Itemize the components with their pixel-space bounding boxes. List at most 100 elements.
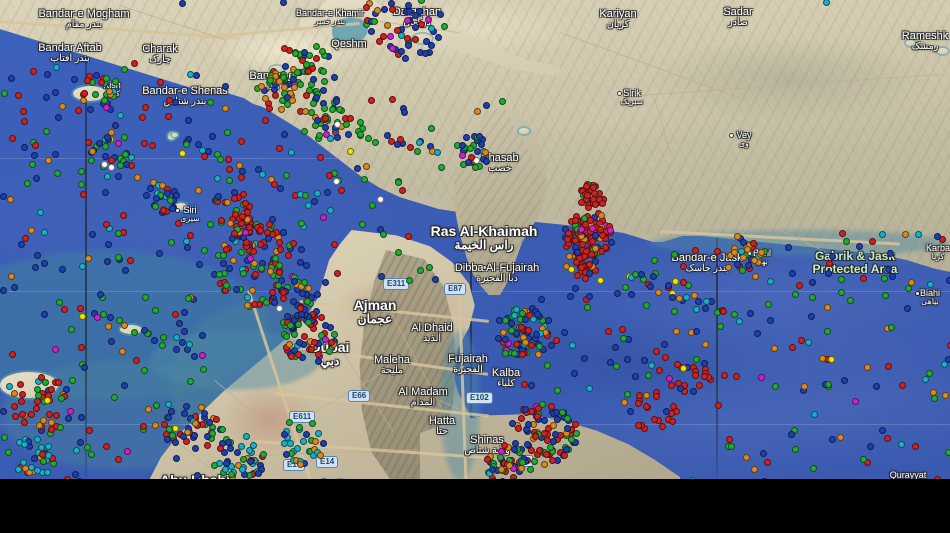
vessel-marker[interactable] [912,443,920,451]
vessel-marker[interactable] [425,263,433,271]
vessel-marker[interactable] [887,250,895,258]
vessel-marker[interactable] [298,289,306,297]
vessel-marker[interactable] [246,254,254,262]
vessel-marker[interactable] [27,226,35,234]
vessel-marker[interactable] [249,247,257,255]
vessel-marker[interactable] [591,244,599,252]
vessel-marker[interactable] [18,398,26,406]
vessel-marker[interactable] [560,328,568,336]
vessel-marker[interactable] [581,220,589,228]
vessel-marker[interactable] [428,25,436,33]
vessel-marker[interactable] [746,310,754,318]
vessel-marker[interactable] [651,257,659,265]
vessel-marker[interactable] [19,458,27,466]
vessel-marker[interactable] [547,341,555,349]
vessel-marker[interactable] [371,18,379,26]
vessel-marker[interactable] [279,289,287,297]
vessel-marker[interactable] [321,321,329,329]
vessel-marker[interactable] [635,391,643,399]
vessel-marker[interactable] [31,455,38,463]
vessel-marker[interactable] [398,47,405,55]
vessel-marker[interactable] [440,22,448,30]
vessel-marker[interactable] [822,0,830,7]
vessel-marker[interactable] [588,251,596,259]
vessel-marker[interactable] [237,138,245,146]
vessel-marker[interactable] [563,236,571,244]
vessel-marker[interactable] [524,441,532,448]
vessel-marker[interactable] [757,248,765,256]
vessel-marker[interactable] [508,326,516,334]
vessel-marker[interactable] [180,432,188,440]
vessel-marker[interactable] [326,172,333,180]
vessel-marker[interactable] [312,93,320,101]
vessel-marker[interactable] [310,75,318,83]
vessel-marker[interactable] [554,416,562,424]
vessel-marker[interactable] [421,50,429,58]
vessel-marker[interactable] [80,89,88,97]
vessel-marker[interactable] [280,0,288,7]
vessel-marker[interactable] [488,466,496,474]
vessel-marker[interactable] [851,397,859,405]
vessel-marker[interactable] [216,156,224,164]
vessel-marker[interactable] [186,377,194,385]
vessel-marker[interactable] [473,157,481,165]
vessel-marker[interactable] [302,261,310,269]
vessel-marker[interactable] [191,445,199,453]
vessel-marker[interactable] [647,282,655,290]
vessel-marker[interactable] [839,230,847,238]
vessel-marker[interactable] [743,246,751,254]
vessel-marker[interactable] [586,270,594,277]
vessel-marker[interactable] [649,273,657,281]
vessel-marker[interactable] [459,151,467,159]
vessel-marker[interactable] [482,158,490,166]
vessel-marker[interactable] [0,90,8,98]
vessel-marker[interactable] [314,189,322,197]
vessel-marker[interactable] [213,416,221,424]
vessel-marker[interactable] [33,252,41,259]
vessel-marker[interactable] [285,419,293,427]
vessel-marker[interactable] [591,189,599,197]
vessel-marker[interactable] [106,87,114,95]
vessel-marker[interactable] [365,134,373,142]
vessel-marker[interactable] [305,319,313,326]
vessel-marker[interactable] [553,337,561,345]
vessel-marker[interactable] [160,207,168,215]
vessel-marker[interactable] [533,310,541,318]
vessel-marker[interactable] [462,133,470,141]
vessel-marker[interactable] [290,240,298,248]
vessel-marker[interactable] [571,237,579,245]
vessel-marker[interactable] [227,445,235,452]
vessel-marker[interactable] [512,330,520,338]
vessel-marker[interactable] [314,351,322,359]
vessel-marker[interactable] [692,356,700,364]
vessel-marker[interactable] [585,292,593,300]
vessel-marker[interactable] [422,38,430,46]
vessel-marker[interactable] [945,277,950,285]
vessel-marker[interactable] [185,117,193,125]
vessel-marker[interactable] [74,107,82,115]
vessel-marker[interactable] [254,470,262,478]
vessel-marker[interactable] [301,49,309,57]
vessel-marker[interactable] [671,307,679,315]
vessel-marker[interactable] [77,180,85,188]
vessel-marker[interactable] [196,260,204,268]
vessel-marker[interactable] [302,91,310,99]
vessel-marker[interactable] [627,407,635,415]
vessel-marker[interactable] [252,270,260,278]
vessel-marker[interactable] [10,402,18,410]
vessel-marker[interactable] [435,33,443,41]
vessel-marker[interactable] [483,102,491,110]
vessel-marker[interactable] [223,281,231,289]
vessel-marker[interactable] [618,326,626,333]
vessel-marker[interactable] [375,37,383,45]
vessel-marker[interactable] [549,456,557,464]
vessel-marker[interactable] [231,230,238,238]
vessel-marker[interactable] [388,44,396,52]
vessel-marker[interactable] [224,129,232,137]
vessel-marker[interactable] [332,98,340,105]
vessel-marker[interactable] [34,392,42,399]
vessel-marker[interactable] [680,364,688,372]
vessel-marker[interactable] [53,169,61,177]
vessel-marker[interactable] [208,133,216,141]
vessel-marker[interactable] [322,335,330,343]
